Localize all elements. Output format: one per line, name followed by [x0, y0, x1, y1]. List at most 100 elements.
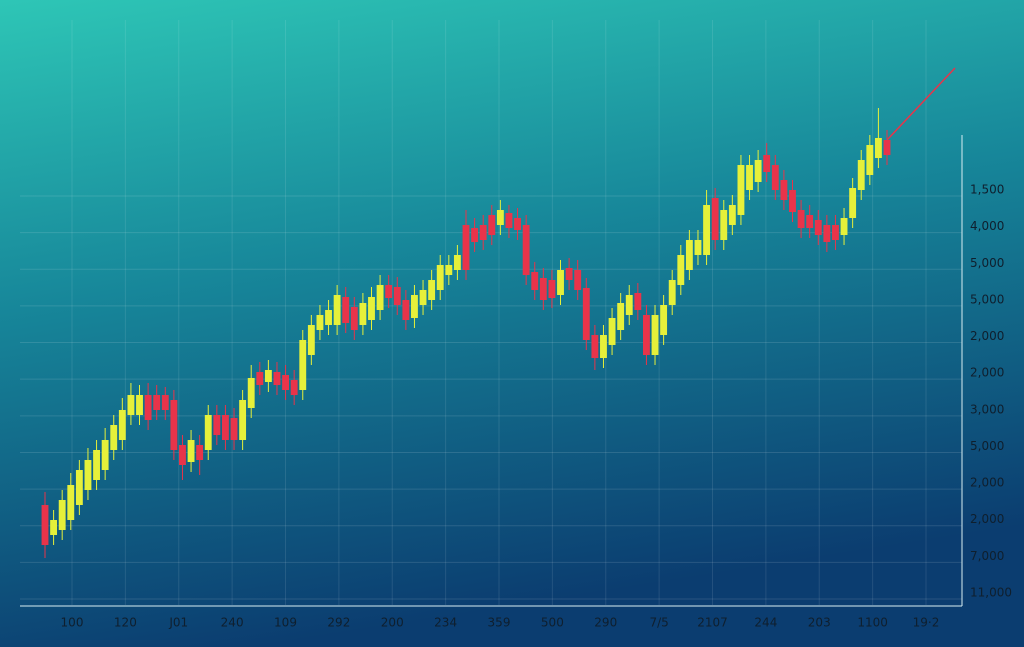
- candle-body: [539, 278, 547, 300]
- candle-body: [256, 372, 264, 385]
- candle-body: [282, 375, 290, 390]
- candle-body: [685, 240, 693, 270]
- candle-body: [763, 155, 771, 172]
- y-tick-label: 2,000: [970, 329, 1004, 343]
- candle-body: [840, 218, 848, 235]
- candle-body: [230, 418, 238, 440]
- candle-body: [136, 395, 143, 415]
- x-tick-label: 359: [488, 616, 511, 630]
- candle-body: [823, 225, 831, 242]
- candle-body: [617, 303, 625, 330]
- x-tick-label: 19·2: [913, 616, 940, 630]
- candle-body: [41, 505, 49, 545]
- candle-body: [496, 210, 504, 225]
- candle-body: [393, 287, 401, 305]
- y-tick-label: 4,000: [970, 219, 1004, 233]
- x-tick-label: 240: [221, 616, 244, 630]
- x-tick-label: 100: [61, 616, 84, 630]
- y-tick-label: 7,000: [970, 549, 1004, 563]
- x-tick-label: 120: [114, 616, 137, 630]
- candle-body: [797, 210, 805, 228]
- candle-body: [350, 307, 358, 330]
- candle-body: [557, 270, 564, 295]
- x-tick-label: 292: [327, 616, 350, 630]
- candle-body: [101, 440, 109, 470]
- x-tick-label: 1100: [857, 616, 888, 630]
- x-tick-label: 290: [594, 616, 617, 630]
- x-tick-label: J01: [168, 616, 188, 630]
- candle-body: [419, 290, 427, 305]
- y-tick-label: 5,000: [970, 439, 1004, 453]
- candle-body: [58, 500, 66, 530]
- candle-body: [170, 400, 178, 450]
- candle-body: [75, 470, 83, 505]
- candle-body: [720, 210, 728, 240]
- candle-body: [118, 410, 126, 440]
- candle-body: [789, 190, 796, 212]
- candle-body: [737, 165, 745, 215]
- x-tick-label: 244: [754, 616, 777, 630]
- candle-body: [651, 315, 659, 355]
- candle-body: [591, 335, 599, 358]
- candle-body: [221, 415, 229, 440]
- candle-body: [436, 265, 444, 290]
- y-tick-label: 3,000: [970, 402, 1004, 416]
- candle-body: [814, 220, 822, 235]
- candle-body: [127, 395, 135, 415]
- candle-body: [445, 265, 453, 275]
- candle-body: [402, 300, 410, 320]
- candles: [41, 108, 891, 558]
- candle-body: [548, 280, 556, 298]
- candle-body: [50, 520, 58, 535]
- candle-body: [505, 213, 513, 228]
- candle-body: [368, 297, 375, 320]
- candle-body: [479, 225, 487, 240]
- candle-body: [411, 295, 418, 318]
- candle-body: [462, 225, 470, 270]
- candle-body: [634, 293, 642, 310]
- candle-body: [204, 415, 212, 450]
- candle-body: [608, 318, 616, 345]
- candle-body: [213, 415, 221, 435]
- candle-body: [471, 228, 479, 242]
- trend-line: [886, 67, 956, 141]
- candle-body: [531, 272, 539, 290]
- candle-body: [359, 303, 367, 325]
- x-tick-label: 2107: [697, 616, 728, 630]
- candle-body: [273, 372, 281, 385]
- x-tick-label: 200: [381, 616, 404, 630]
- candle-body: [290, 380, 298, 395]
- candle-body: [179, 445, 186, 465]
- candle-body: [110, 425, 118, 450]
- x-tick-label: 500: [541, 616, 564, 630]
- candle-body: [428, 280, 436, 300]
- candle-body: [93, 450, 100, 480]
- candle-body: [144, 395, 152, 420]
- y-tick-label: 1,500: [970, 183, 1004, 197]
- y-tick-label: 5,000: [970, 292, 1004, 306]
- x-tick-label: 203: [808, 616, 831, 630]
- candle-body: [694, 240, 702, 255]
- candle-body: [299, 340, 307, 390]
- x-tick-label: 7/5: [649, 616, 668, 630]
- candle-body: [780, 180, 788, 200]
- candle-body: [642, 315, 650, 355]
- candle-body: [522, 225, 530, 275]
- candle-body: [703, 205, 711, 255]
- y-tick-label: 2,000: [970, 512, 1004, 526]
- candle-body: [385, 285, 393, 298]
- candle-body: [247, 378, 255, 408]
- candle-body: [728, 205, 736, 225]
- y-tick-label: 5,000: [970, 256, 1004, 270]
- candle-body: [153, 395, 161, 410]
- candle-body: [67, 485, 75, 520]
- candle-body: [711, 198, 719, 240]
- candle-body: [342, 297, 350, 323]
- candle-body: [84, 460, 92, 490]
- candle-body: [453, 255, 461, 270]
- candle-body: [264, 370, 272, 382]
- candle-body: [239, 400, 247, 440]
